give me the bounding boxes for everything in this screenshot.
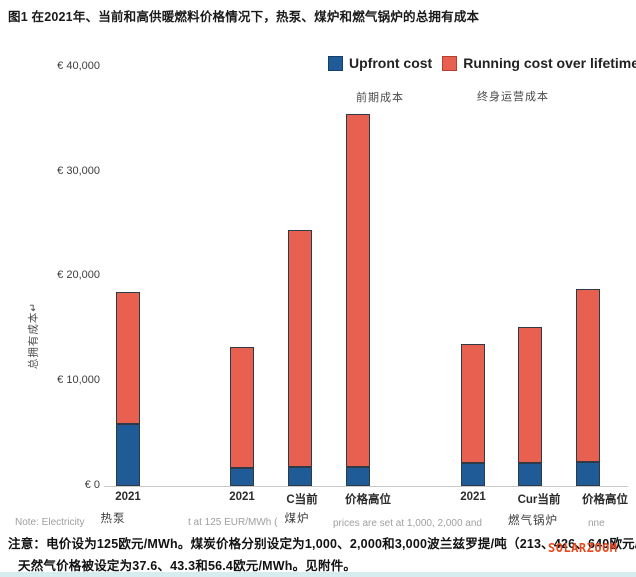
bar-running-segment	[116, 291, 140, 424]
watermark-solarzoom: SOLARZOOM	[548, 541, 618, 555]
bar-running-segment	[461, 344, 485, 463]
bar-running-segment	[346, 114, 370, 468]
y-axis-title: 总拥有成本↵	[27, 301, 40, 370]
bar-upfront-segment	[230, 467, 254, 486]
bar-upfront-segment	[461, 462, 485, 486]
legend-item-running: Running cost over lifetime	[442, 55, 636, 71]
x-axis-line	[104, 486, 628, 487]
legend-running-label: Running cost over lifetime	[463, 55, 636, 71]
running-swatch-icon	[442, 55, 458, 71]
legend-running-label-zh: 终身运营成本	[477, 91, 549, 103]
group-label-heat-pump: 热泵	[100, 513, 126, 525]
bar-upfront-segment	[288, 467, 312, 486]
bar-upfront-segment	[346, 467, 370, 486]
y-tick-30000: € 30,000	[57, 165, 100, 177]
x-tick-label: C当前	[286, 494, 318, 506]
y-tick-10000: € 10,000	[57, 374, 100, 386]
footnote-line2: 天然气价格被设定为37.6、43.3和56.4欧元/MWh。见附件。	[18, 559, 357, 573]
bar-upfront-segment	[518, 462, 542, 486]
legend-item-upfront: Upfront cost	[328, 55, 432, 71]
upfront-swatch-icon	[328, 55, 343, 71]
english-remnant-tonne: nne	[588, 518, 605, 529]
figure-title: 图1 在2021年、当前和高供暖燃料价格情况下，热泵、煤炉和燃气锅炉的总拥有成本	[8, 10, 480, 24]
y-tick-0: € 0	[84, 479, 100, 491]
group-label-coal-stove: 煤炉	[284, 513, 310, 525]
x-tick-label: 2021	[460, 491, 486, 503]
bar-running-segment	[576, 288, 600, 463]
x-tick-label: 2021	[229, 491, 255, 503]
x-tick-label: 2021	[115, 491, 141, 503]
english-remnant-price: t at 125 EUR/MWh (	[188, 517, 278, 528]
legend-upfront-label-zh: 前期成本	[356, 92, 404, 104]
x-tick-label: 价格高位	[345, 494, 391, 506]
y-tick-20000: € 20,000	[57, 269, 100, 281]
english-remnant-note: Note: Electricity	[15, 517, 85, 528]
bar-running-segment	[518, 326, 542, 463]
bar-upfront-segment	[116, 423, 140, 486]
footnote-line1: 注意：电价设为125欧元/MWh。煤炭价格分别设定为1,000、2,000和3,…	[8, 537, 636, 551]
bar-running-segment	[230, 346, 254, 468]
y-tick-40000: € 40,000	[57, 60, 100, 72]
bar-running-segment	[288, 230, 312, 468]
group-label-gas-boiler: 燃气锅炉	[508, 515, 558, 527]
x-tick-label: 价格高位	[582, 494, 628, 506]
bottom-strip	[0, 572, 636, 577]
legend-upfront-label: Upfront cost	[349, 55, 433, 71]
english-remnant-set-at: prices are set at 1,000, 2,000 and	[333, 518, 482, 529]
bar-upfront-segment	[576, 462, 600, 486]
legend: Upfront cost Running cost over lifetime	[328, 55, 636, 71]
x-tick-label: Cur当前	[517, 494, 561, 506]
